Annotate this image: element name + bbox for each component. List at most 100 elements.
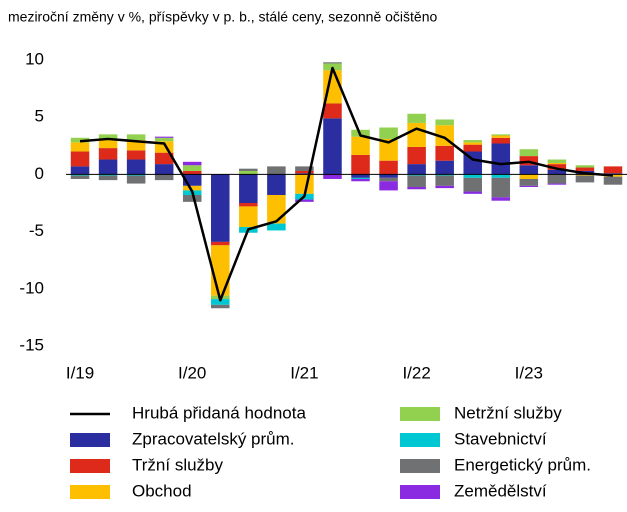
y-tick-label: -5 xyxy=(29,221,44,240)
bar-segment xyxy=(547,169,567,175)
bar-segment xyxy=(435,119,454,126)
bar-segment xyxy=(491,134,511,136)
bar-segment xyxy=(547,183,567,185)
bar-segment xyxy=(575,175,595,183)
legend-swatch xyxy=(70,433,110,447)
bar-segment xyxy=(70,151,90,167)
x-tick-label: I/23 xyxy=(515,363,543,382)
bar-segment xyxy=(519,178,539,186)
legend-label: Zemědělství xyxy=(454,481,547,500)
bar-segment xyxy=(379,177,398,182)
bar-segment xyxy=(407,186,426,190)
bar-segment xyxy=(70,142,90,152)
bar-segment xyxy=(351,178,370,182)
bar-segment xyxy=(603,173,623,175)
y-tick-label: 5 xyxy=(35,107,44,126)
bar-segment xyxy=(98,148,118,160)
bar-segment xyxy=(491,137,511,144)
x-tick-label: I/21 xyxy=(290,363,318,382)
bar-segment xyxy=(323,118,342,175)
bar-segment xyxy=(295,199,314,202)
legend-label: Obchod xyxy=(132,481,192,500)
x-tick-label: I/19 xyxy=(66,363,94,382)
bar-segment xyxy=(379,127,398,139)
bar-segment xyxy=(379,174,398,178)
bar-segment xyxy=(351,177,370,179)
bar-segment xyxy=(154,174,174,181)
bar-segment xyxy=(154,141,174,153)
bar-segment xyxy=(182,174,202,186)
bar-segment xyxy=(547,159,567,163)
bar-segment xyxy=(323,62,342,64)
bar-segment xyxy=(98,134,118,139)
bar-segment xyxy=(323,174,342,179)
bar-segment xyxy=(407,146,426,165)
bar-segment xyxy=(575,165,595,168)
bar-segment xyxy=(295,166,314,171)
bar-segment xyxy=(239,170,258,175)
bar-segment xyxy=(267,223,286,231)
bar-segment xyxy=(182,194,202,202)
bar-segment xyxy=(98,175,118,181)
bar-segment xyxy=(435,174,454,176)
bar-segment xyxy=(126,159,146,175)
bar-segment xyxy=(211,241,230,246)
bar-segment xyxy=(435,145,454,161)
bar-segment xyxy=(351,154,370,175)
bar-segment xyxy=(70,175,90,179)
bar-segment xyxy=(211,174,230,242)
bar-segment xyxy=(351,174,370,178)
bar-segment xyxy=(519,149,539,157)
bar-segment xyxy=(211,304,230,309)
bar-segment xyxy=(182,161,202,166)
x-tick-label: I/22 xyxy=(402,363,430,382)
bar-segment xyxy=(126,174,146,176)
bar-segment xyxy=(407,113,426,123)
y-tick-label: -10 xyxy=(19,278,44,297)
bar-segment xyxy=(379,160,398,175)
bar-segment xyxy=(154,164,174,175)
bar-segment xyxy=(154,152,174,165)
bar-segment xyxy=(126,175,146,184)
bar-segment xyxy=(519,185,539,187)
legend-swatch xyxy=(70,485,110,499)
bar-segment xyxy=(70,166,90,175)
bar-segment xyxy=(407,164,426,175)
bar-segment xyxy=(182,165,202,171)
bar-segment xyxy=(547,164,567,170)
y-tick-label: 10 xyxy=(25,49,44,68)
bar-segment xyxy=(407,122,426,147)
bar-segment xyxy=(519,174,539,179)
bar-segment xyxy=(267,194,286,224)
bar-segment xyxy=(182,185,202,191)
bar-segment xyxy=(603,176,623,185)
bar-segment xyxy=(154,136,174,138)
bar-segment xyxy=(211,299,230,305)
y-tick-label: 0 xyxy=(35,164,44,183)
bar-segment xyxy=(547,174,567,184)
bar-segment xyxy=(239,174,258,203)
bar-segment xyxy=(491,135,511,138)
bar-segment xyxy=(267,166,286,175)
bar-segment xyxy=(491,143,511,175)
bar-segment xyxy=(239,168,258,171)
bar-segment xyxy=(491,197,511,201)
bar-segment xyxy=(295,170,314,174)
legend-label: Zpracovatelský prům. xyxy=(132,429,295,448)
legend-label: Energetický prům. xyxy=(454,455,591,474)
bar-segment xyxy=(323,103,342,119)
bar-segment xyxy=(435,160,454,175)
bar-segment xyxy=(98,138,118,149)
bar-segment xyxy=(575,167,595,171)
bar-segment xyxy=(98,159,118,175)
bar-segment xyxy=(154,137,174,142)
bar-segment xyxy=(463,144,482,152)
bar-segment xyxy=(407,174,426,176)
line-series xyxy=(79,66,614,302)
bar-segment xyxy=(295,173,314,175)
bar-segment xyxy=(126,140,146,151)
bar-segment xyxy=(351,136,370,155)
legend-label: Netržní služby xyxy=(454,403,562,422)
bar-segment xyxy=(463,191,482,194)
